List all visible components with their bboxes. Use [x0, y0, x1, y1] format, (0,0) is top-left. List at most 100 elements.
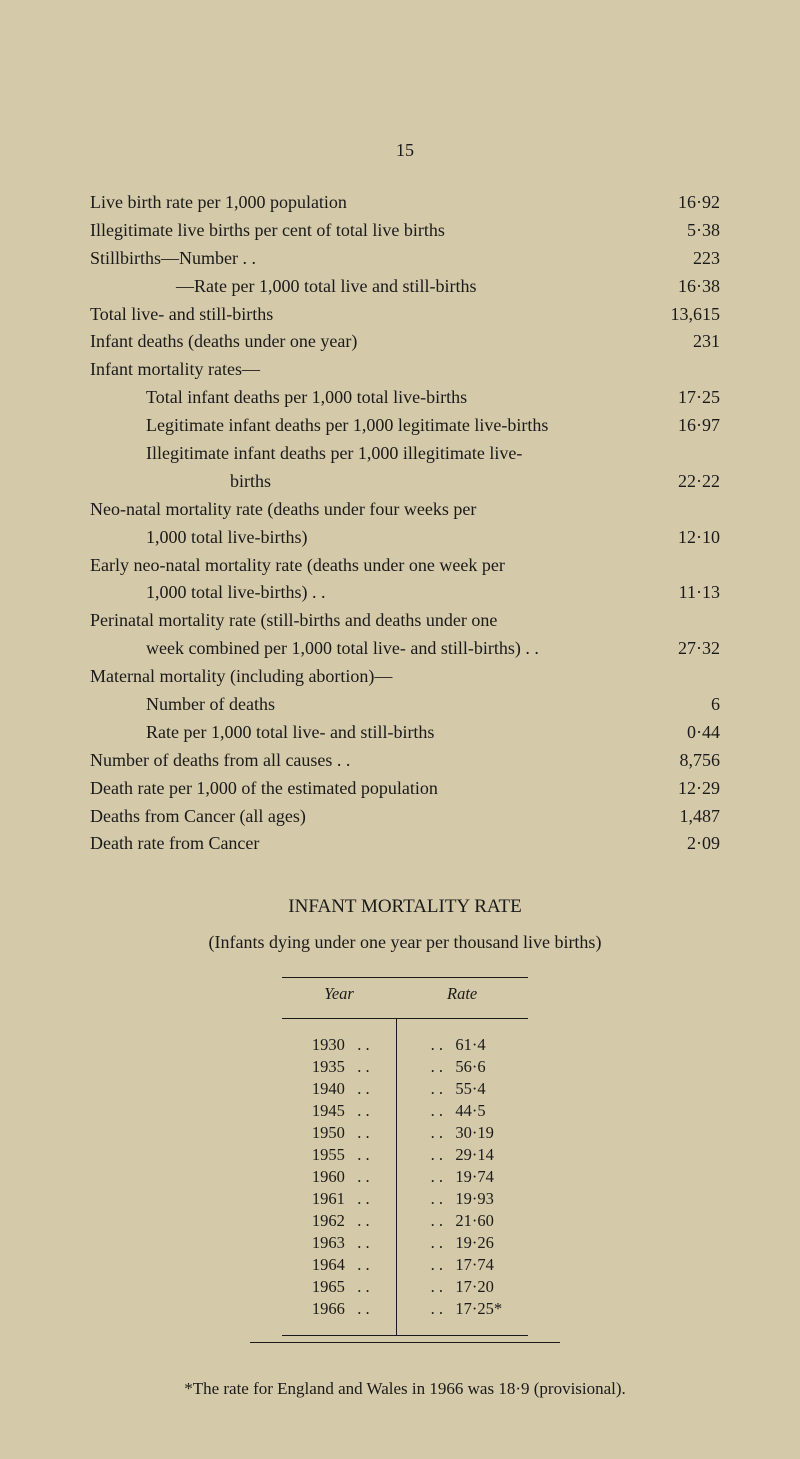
stat-label: —Rate per 1,000 total live and still-bir… [90, 273, 640, 301]
stat-label: Total live- and still-births [90, 301, 640, 329]
table-header-row: Year Rate [282, 978, 528, 1019]
table-row: 1930 . .. . 61·4 [282, 1019, 528, 1057]
cell-year: 1961 . . [282, 1188, 396, 1210]
stat-label: Deaths from Cancer (all ages) [90, 803, 640, 831]
stat-label: Infant deaths (deaths under one year) [90, 328, 640, 356]
cell-year: 1965 . . [282, 1276, 396, 1298]
stat-value: 231 [640, 328, 720, 356]
cell-rate: . . 19·26 [396, 1232, 528, 1254]
cell-rate: . . 55·4 [396, 1078, 528, 1100]
stat-row: Total live- and still-births13,615 [90, 301, 720, 329]
stat-label: Total infant deaths per 1,000 total live… [90, 384, 640, 412]
cell-rate: . . 44·5 [396, 1100, 528, 1122]
stat-value: 27·32 [640, 635, 720, 663]
stat-value: 6 [640, 691, 720, 719]
stat-row: week combined per 1,000 total live- and … [90, 635, 720, 663]
stat-row: Death rate per 1,000 of the estimated po… [90, 775, 720, 803]
stat-row: Illegitimate live births per cent of tot… [90, 217, 720, 245]
cell-year: 1966 . . [282, 1298, 396, 1336]
stat-row: Maternal mortality (including abortion)— [90, 663, 720, 691]
table-title: INFANT MORTALITY RATE [90, 896, 720, 918]
stat-label: Illegitimate infant deaths per 1,000 ill… [90, 440, 640, 468]
stat-label: Illegitimate live births per cent of tot… [90, 217, 640, 245]
cell-rate: . . 30·19 [396, 1122, 528, 1144]
stat-label: 1,000 total live-births) [90, 524, 640, 552]
table-row: 1945 . .. . 44·5 [282, 1100, 528, 1122]
page-number: 15 [90, 140, 720, 161]
footnote: *The rate for England and Wales in 1966 … [90, 1379, 720, 1399]
stat-row: Rate per 1,000 total live- and still-bir… [90, 719, 720, 747]
stat-row: Number of deaths from all causes . .8,75… [90, 747, 720, 775]
cell-rate: . . 21·60 [396, 1210, 528, 1232]
stat-row: Illegitimate infant deaths per 1,000 ill… [90, 440, 720, 468]
cell-year: 1960 . . [282, 1166, 396, 1188]
cell-year: 1940 . . [282, 1078, 396, 1100]
stat-label: Number of deaths from all causes . . [90, 747, 640, 775]
stat-label: week combined per 1,000 total live- and … [90, 635, 640, 663]
cell-year: 1930 . . [282, 1019, 396, 1057]
stat-value: 223 [640, 245, 720, 273]
stat-row: Infant deaths (deaths under one year)231 [90, 328, 720, 356]
stat-value: 11·13 [640, 579, 720, 607]
stat-row: —Rate per 1,000 total live and still-bir… [90, 273, 720, 301]
table-row: 1960 . .. . 19·74 [282, 1166, 528, 1188]
cell-rate: . . 19·74 [396, 1166, 528, 1188]
stat-value: 2·09 [640, 830, 720, 858]
cell-year: 1955 . . [282, 1144, 396, 1166]
stat-value: 12·29 [640, 775, 720, 803]
stat-row: Infant mortality rates— [90, 356, 720, 384]
cell-rate: . . 17·20 [396, 1276, 528, 1298]
stat-value: 0·44 [640, 719, 720, 747]
table-bottom-rule [250, 1342, 560, 1343]
stat-label: Early neo-natal mortality rate (deaths u… [90, 552, 640, 580]
cell-rate: . . 61·4 [396, 1019, 528, 1057]
table-row: 1950 . .. . 30·19 [282, 1122, 528, 1144]
cell-rate: . . 17·25* [396, 1298, 528, 1336]
table-row: 1955 . .. . 29·14 [282, 1144, 528, 1166]
table-row: 1965 . .. . 17·20 [282, 1276, 528, 1298]
stat-value: 17·25 [640, 384, 720, 412]
column-header-year: Year [282, 978, 396, 1019]
cell-year: 1950 . . [282, 1122, 396, 1144]
stat-row: Early neo-natal mortality rate (deaths u… [90, 552, 720, 580]
cell-rate: . . 17·74 [396, 1254, 528, 1276]
stat-label: Legitimate infant deaths per 1,000 legit… [90, 412, 640, 440]
stat-value: 16·92 [640, 189, 720, 217]
table-subtitle: (Infants dying under one year per thousa… [90, 932, 720, 953]
stat-value: 5·38 [640, 217, 720, 245]
stat-value: 13,615 [640, 301, 720, 329]
stat-row: Stillbirths—Number . .223 [90, 245, 720, 273]
stat-row: Number of deaths6 [90, 691, 720, 719]
stat-value: 8,756 [640, 747, 720, 775]
stat-label: Death rate per 1,000 of the estimated po… [90, 775, 640, 803]
infant-mortality-table: Year Rate 1930 . .. . 61·41935 . .. . 56… [282, 977, 528, 1336]
stat-label: Neo-natal mortality rate (deaths under f… [90, 496, 640, 524]
statistics-list: Live birth rate per 1,000 population16·9… [90, 189, 720, 858]
stat-row: Live birth rate per 1,000 population16·9… [90, 189, 720, 217]
table-row: 1961 . .. . 19·93 [282, 1188, 528, 1210]
table-row: 1940 . .. . 55·4 [282, 1078, 528, 1100]
stat-label: 1,000 total live-births) . . [90, 579, 640, 607]
stat-row: Death rate from Cancer2·09 [90, 830, 720, 858]
stat-value: 16·38 [640, 273, 720, 301]
stat-row: 1,000 total live-births)12·10 [90, 524, 720, 552]
cell-rate: . . 29·14 [396, 1144, 528, 1166]
stat-label: Death rate from Cancer [90, 830, 640, 858]
table-row: 1963 . .. . 19·26 [282, 1232, 528, 1254]
stat-label: Maternal mortality (including abortion)— [90, 663, 640, 691]
stat-row: Perinatal mortality rate (still-births a… [90, 607, 720, 635]
table-row: 1962 . .. . 21·60 [282, 1210, 528, 1232]
stat-row: Legitimate infant deaths per 1,000 legit… [90, 412, 720, 440]
stat-label: Perinatal mortality rate (still-births a… [90, 607, 640, 635]
stat-row: Neo-natal mortality rate (deaths under f… [90, 496, 720, 524]
table-row: 1966 . .. . 17·25* [282, 1298, 528, 1336]
stat-row: Total infant deaths per 1,000 total live… [90, 384, 720, 412]
stat-row: 1,000 total live-births) . .11·13 [90, 579, 720, 607]
stat-label: Infant mortality rates— [90, 356, 640, 384]
stat-value: 12·10 [640, 524, 720, 552]
cell-year: 1962 . . [282, 1210, 396, 1232]
cell-rate: . . 56·6 [396, 1056, 528, 1078]
stat-row: births22·22 [90, 468, 720, 496]
table-row: 1935 . .. . 56·6 [282, 1056, 528, 1078]
column-header-rate: Rate [396, 978, 528, 1019]
